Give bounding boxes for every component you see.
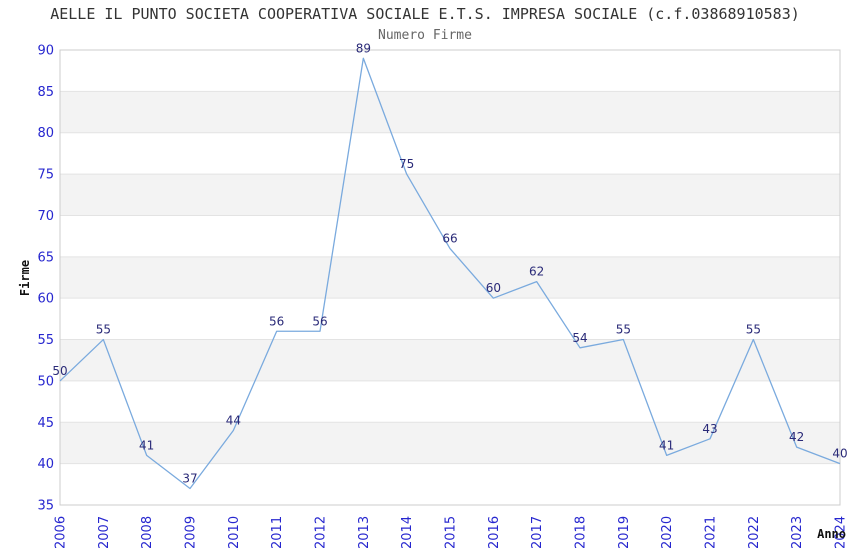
y-tick-label: 65	[37, 250, 54, 265]
y-tick-label: 50	[37, 374, 54, 389]
data-point-label: 66	[442, 232, 457, 246]
x-tick-label: 2010	[227, 516, 242, 549]
x-tick-label: 2024	[834, 516, 849, 549]
x-tick-label: 2006	[54, 516, 69, 549]
x-tick-label: 2019	[617, 516, 632, 549]
y-tick-label: 85	[37, 85, 54, 100]
x-tick-label: 2007	[97, 516, 112, 549]
plot-band	[60, 256, 840, 299]
data-point-label: 56	[269, 314, 284, 328]
plot-band	[60, 339, 840, 381]
x-tick-label: 2023	[790, 516, 805, 549]
data-point-label: 40	[832, 447, 847, 461]
x-tick-label: 2018	[574, 516, 589, 549]
data-point-label: 44	[226, 414, 241, 428]
data-point-label: 56	[312, 314, 327, 328]
y-tick-label: 60	[37, 292, 54, 307]
x-tick-label: 2022	[747, 516, 762, 549]
x-tick-label: 2013	[357, 516, 372, 549]
y-tick-label: 45	[37, 416, 54, 431]
data-point-label: 60	[486, 281, 501, 295]
data-point-label: 43	[702, 422, 717, 436]
x-tick-label: 2017	[530, 516, 545, 549]
y-tick-label: 80	[37, 126, 54, 141]
data-point-label: 41	[659, 438, 674, 452]
data-point-label: 37	[182, 471, 197, 485]
data-point-label: 41	[139, 438, 154, 452]
x-axis-title: Anno	[817, 527, 846, 541]
x-tick-label: 2021	[704, 516, 719, 549]
data-point-label: 54	[572, 331, 587, 345]
data-point-label: 50	[52, 364, 67, 378]
x-tick-label: 2011	[270, 516, 285, 549]
x-tick-label: 2009	[184, 516, 199, 549]
data-point-label: 62	[529, 265, 544, 279]
plot-band	[60, 422, 840, 464]
plot-band	[60, 174, 840, 216]
y-tick-label: 70	[37, 209, 54, 224]
x-tick-label: 2020	[660, 516, 675, 549]
y-tick-label: 55	[37, 333, 54, 348]
plot-border	[59, 49, 841, 506]
y-tick-label: 90	[37, 44, 54, 59]
data-point-label: 55	[616, 323, 631, 337]
plot-band	[60, 91, 840, 133]
chart-subtitle: Numero Firme	[378, 28, 472, 43]
y-tick-label: 35	[37, 499, 54, 514]
data-point-label: 42	[789, 430, 804, 444]
x-tick-label: 2015	[444, 516, 459, 549]
x-tick-label: 2012	[314, 516, 329, 549]
y-tick-label: 40	[37, 457, 54, 472]
x-tick-label: 2008	[140, 516, 155, 549]
y-tick-label: 75	[37, 168, 54, 183]
data-point-label: 75	[399, 157, 414, 171]
data-point-label: 89	[356, 41, 371, 55]
x-tick-label: 2014	[400, 516, 415, 549]
series-line	[59, 57, 841, 490]
data-point-label: 55	[746, 323, 761, 337]
x-tick-label: 2016	[487, 516, 502, 549]
y-axis-title: Firme	[18, 260, 32, 296]
data-point-label: 55	[96, 323, 111, 337]
chart-title: AELLE IL PUNTO SOCIETA COOPERATIVA SOCIA…	[50, 5, 800, 23]
